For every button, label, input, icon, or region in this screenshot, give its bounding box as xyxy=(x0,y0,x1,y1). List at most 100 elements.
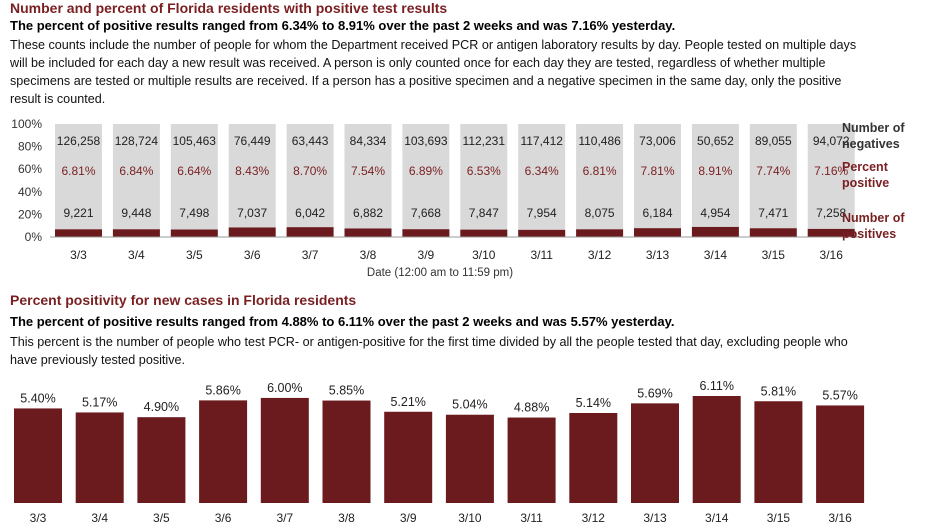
chart2-title: Percent positivity for new cases in Flor… xyxy=(10,292,357,308)
y-tick-label: 40% xyxy=(18,185,42,199)
x-tick-label: 3/4 xyxy=(91,511,108,524)
bar-percent-positivity xyxy=(260,397,309,503)
bar-percent-positivity xyxy=(384,411,433,503)
positives-label: 7,471 xyxy=(758,206,788,220)
x-tick-label: 3/9 xyxy=(400,511,417,524)
negatives-label: 94,072 xyxy=(813,134,850,148)
negatives-label: 110,486 xyxy=(578,134,621,148)
x-tick-label: 3/14 xyxy=(704,248,728,262)
bar-percent-positivity xyxy=(14,408,62,503)
legend-negatives-line2: negatives xyxy=(842,137,900,151)
bar-positives xyxy=(112,229,160,237)
positives-label: 8,075 xyxy=(585,206,615,220)
bar-positives xyxy=(460,229,508,237)
positives-label: 7,954 xyxy=(527,206,557,220)
x-tick-label: 3/11 xyxy=(520,511,543,524)
bar-negatives xyxy=(170,124,218,230)
x-tick-label: 3/16 xyxy=(828,511,852,524)
x-tick-label: 3/15 xyxy=(762,248,786,262)
bar-negatives xyxy=(228,124,276,228)
percent-positivity-chart: 5.40% 3/3 5.17% 3/4 4.90% 3/5 5.86% 3/6 6.00% 3/7… xyxy=(14,379,865,524)
bar-positives xyxy=(344,228,392,237)
bar-value-label: 5.57% xyxy=(822,388,857,402)
negatives-label: 126,258 xyxy=(57,134,101,148)
x-tick-label: 3/7 xyxy=(302,248,319,262)
x-tick-label: 3/6 xyxy=(244,248,261,262)
x-tick-label: 3/10 xyxy=(458,511,482,524)
positives-label: 7,258 xyxy=(816,206,846,220)
bar-negatives xyxy=(807,124,855,229)
x-tick-label: 3/11 xyxy=(530,248,553,262)
bar-positives xyxy=(518,229,566,237)
positives-label: 6,882 xyxy=(353,206,383,220)
x-tick-label: 3/16 xyxy=(820,248,844,262)
legend-positives-line1: Number of xyxy=(842,211,905,225)
percent-positive-label: 6.34% xyxy=(525,164,559,178)
bar-value-label: 4.90% xyxy=(144,400,179,414)
bar-negatives xyxy=(749,124,797,229)
bar-percent-positivity xyxy=(569,412,618,503)
x-tick-label: 3/8 xyxy=(360,248,377,262)
bar-negatives xyxy=(691,124,739,227)
x-tick-label: 3/3 xyxy=(30,511,47,524)
y-tick-label: 80% xyxy=(18,140,42,154)
legend-percent-line1: Percent xyxy=(842,160,889,174)
x-tick-label: 3/12 xyxy=(582,511,606,524)
bar-percent-positivity xyxy=(507,417,556,503)
x-axis-label: Date (12:00 am to 11:59 pm) xyxy=(367,267,513,279)
bar-negatives xyxy=(55,124,102,230)
chart2-description: This percent is the number of people who… xyxy=(10,335,848,367)
bar-positives xyxy=(634,228,681,237)
bar-value-label: 6.11% xyxy=(699,379,734,393)
bar-negatives xyxy=(576,124,624,230)
x-tick-label: 3/9 xyxy=(418,248,435,262)
percent-positive-label: 6.53% xyxy=(467,164,501,178)
percent-positive-label: 6.81% xyxy=(61,164,95,178)
bar-positives xyxy=(170,229,218,237)
percent-positive-label: 7.16% xyxy=(814,164,848,178)
chart1-title: Number and percent of Florida residents … xyxy=(10,0,448,16)
percent-positive-label: 6.84% xyxy=(119,164,153,178)
bar-percent-positivity xyxy=(322,400,371,503)
y-tick-label: 0% xyxy=(25,230,43,244)
bar-percent-positivity xyxy=(75,412,124,503)
bar-negatives xyxy=(460,124,508,230)
positives-label: 7,498 xyxy=(179,206,209,220)
bar-percent-positivity xyxy=(754,401,803,503)
bar-percent-positivity xyxy=(137,417,186,503)
x-tick-label: 3/10 xyxy=(472,248,496,262)
x-tick-label: 3/13 xyxy=(646,248,670,262)
positives-label: 9,221 xyxy=(63,206,93,220)
x-tick-label: 3/5 xyxy=(153,511,170,524)
x-tick-label: 3/15 xyxy=(767,511,791,524)
bar-value-label: 5.04% xyxy=(452,398,487,412)
bar-negatives xyxy=(518,124,566,230)
negatives-label: 112,231 xyxy=(463,134,506,148)
bar-value-label: 5.85% xyxy=(329,384,364,398)
legend-positives-line2: positives xyxy=(842,227,896,241)
positives-label: 6,042 xyxy=(295,206,325,220)
bar-value-label: 5.17% xyxy=(82,395,117,409)
positives-label: 7,668 xyxy=(411,206,441,220)
negatives-label: 84,334 xyxy=(350,134,387,148)
x-tick-label: 3/3 xyxy=(70,248,87,262)
percent-positive-label: 7.54% xyxy=(351,164,385,178)
y-tick-label: 100% xyxy=(11,117,42,131)
legend-negatives-line1: Number of xyxy=(842,121,905,135)
positive-results-chart: 0% 20% 40% 60% 80% 100% 126,258 6.81% 9,221 3/3 12… xyxy=(11,117,905,279)
bar-value-label: 5.14% xyxy=(576,396,611,410)
negatives-label: 117,412 xyxy=(520,134,563,148)
bar-percent-positivity xyxy=(631,403,679,503)
bar-value-label: 5.40% xyxy=(20,391,55,405)
x-tick-label: 3/5 xyxy=(186,248,203,262)
negatives-label: 105,463 xyxy=(173,134,217,148)
x-tick-label: 3/12 xyxy=(588,248,612,262)
percent-positive-label: 8.43% xyxy=(235,164,269,178)
bar-positives xyxy=(402,229,450,237)
positives-label: 4,954 xyxy=(700,206,730,220)
bar-positives xyxy=(691,226,739,237)
bar-positives xyxy=(807,228,855,237)
bar-value-label: 5.21% xyxy=(390,395,425,409)
bar-negatives xyxy=(286,124,334,228)
bar-value-label: 6.00% xyxy=(267,381,302,395)
